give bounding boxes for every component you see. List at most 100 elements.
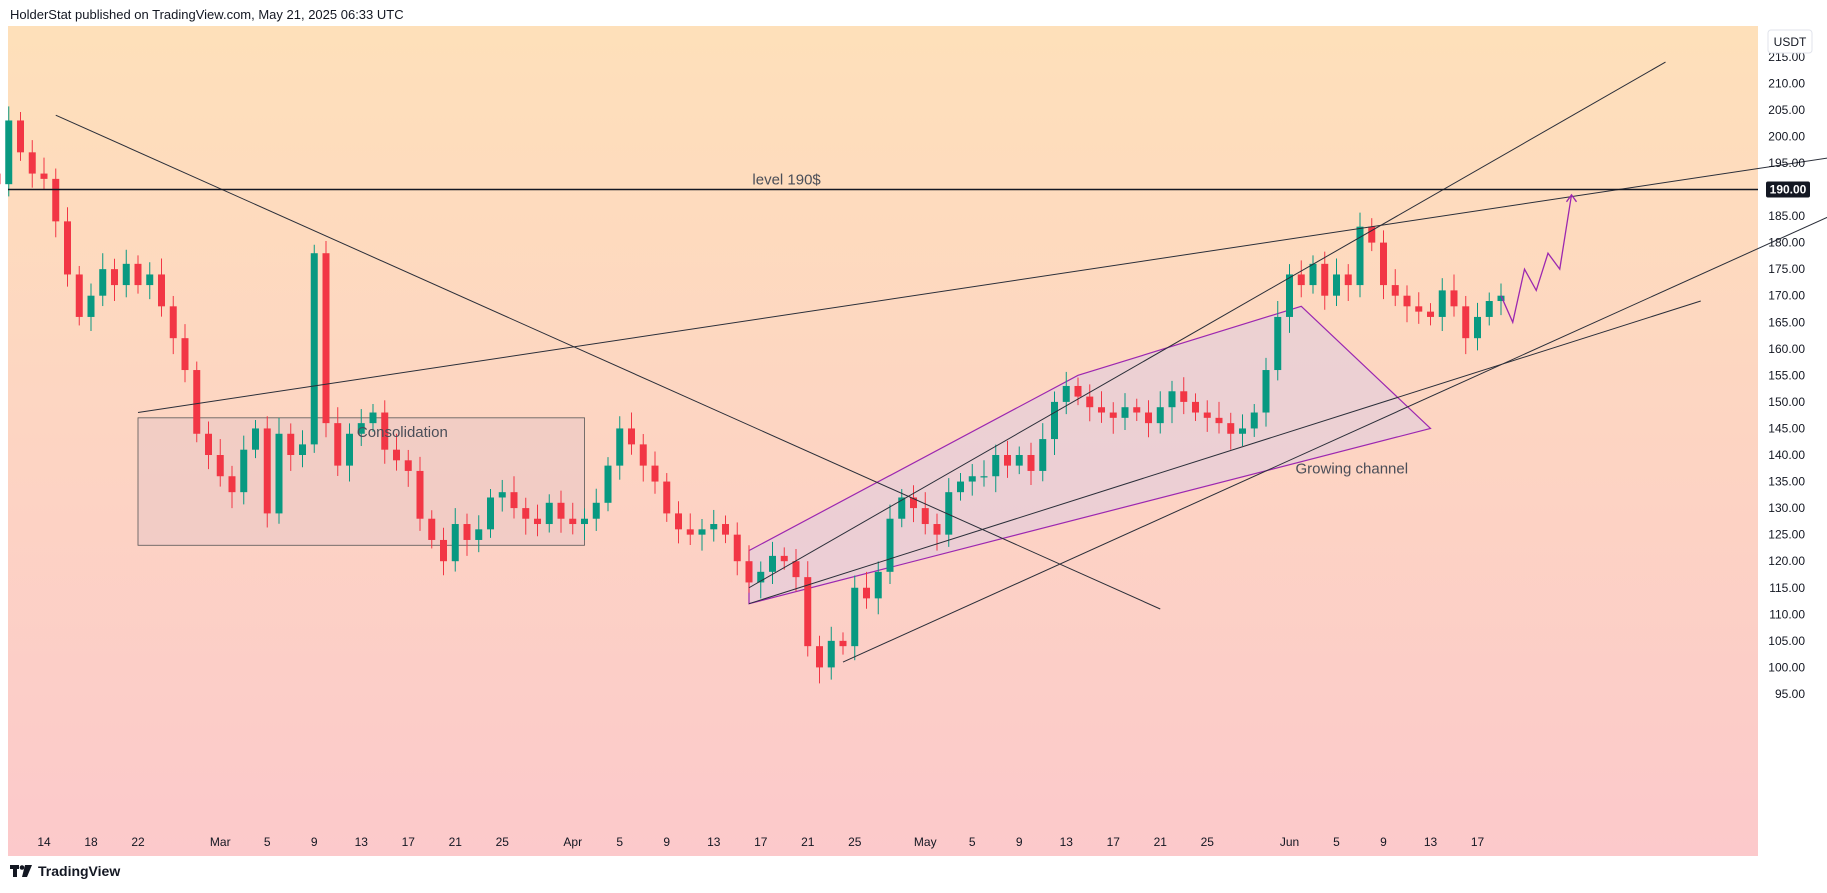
candle-body[interactable] [921,508,929,525]
candle-body[interactable] [1450,290,1458,307]
candle-body[interactable] [216,455,224,477]
candle-body[interactable] [1168,391,1176,408]
tradingview-brand[interactable]: TradingView [10,863,120,879]
candle-body[interactable] [1485,301,1493,317]
candle-body[interactable] [111,269,118,286]
candle-body[interactable] [592,502,600,519]
candle-body[interactable] [851,587,859,647]
candle-body[interactable] [228,476,236,493]
candle-body[interactable] [628,428,635,445]
candle-body[interactable] [1227,423,1235,434]
candle-body[interactable] [1286,274,1293,317]
candle-body[interactable] [1438,290,1446,317]
candle-body[interactable] [1156,407,1164,424]
candle-body[interactable] [287,433,295,455]
candle-body[interactable] [1203,412,1211,418]
candle-body[interactable] [122,263,130,286]
candle-body[interactable] [534,518,541,525]
candle-body[interactable] [40,173,48,179]
candle-body[interactable] [733,534,741,562]
candle-body[interactable] [886,518,894,572]
candle-body[interactable] [99,269,107,296]
candle-body[interactable] [769,555,776,572]
candle-body[interactable] [181,338,189,371]
candle-body[interactable] [816,646,823,668]
candle-body[interactable] [240,449,248,493]
candle-body[interactable] [1086,396,1094,408]
candle-body[interactable] [1333,274,1340,296]
candle-body[interactable] [322,253,330,424]
candle-body[interactable] [158,274,165,307]
candle-body[interactable] [1004,455,1011,466]
candle-body[interactable] [1462,306,1470,339]
candle-body[interactable] [1356,226,1364,286]
candle-body[interactable] [780,555,788,562]
candle-body[interactable] [957,481,964,493]
candle-body[interactable] [604,465,612,503]
candle-body[interactable] [310,253,318,445]
candle-body[interactable] [440,539,447,562]
candle-body[interactable] [722,524,729,535]
candle-body[interactable] [874,571,882,599]
candle-body[interactable] [1427,311,1434,317]
candle-body[interactable] [1274,316,1282,371]
candle-body[interactable] [698,529,706,535]
currency-button[interactable] [1767,29,1813,54]
candle-body[interactable] [205,433,212,455]
candle-body[interactable] [1474,316,1481,339]
candle-body[interactable] [1497,295,1505,302]
candle-body[interactable] [416,470,424,519]
candle-body[interactable] [992,455,1000,477]
candle-body[interactable] [581,518,588,525]
candle-body[interactable] [1015,455,1023,466]
candle-body[interactable] [827,640,835,668]
candle-body[interactable] [5,120,13,185]
candle-body[interactable] [451,524,459,562]
candle-body[interactable] [898,497,906,519]
candle-body[interactable] [498,492,506,498]
candle-body[interactable] [616,428,624,466]
candle-body[interactable] [545,502,553,525]
candle-body[interactable] [1215,417,1223,424]
candle-body[interactable] [651,465,659,482]
candle-body[interactable] [1321,263,1329,296]
candle-body[interactable] [393,449,400,461]
candle-body[interactable] [557,502,565,519]
candle-body[interactable] [1309,263,1317,286]
candle-body[interactable] [28,152,36,174]
candle-body[interactable] [910,497,917,509]
candle-body[interactable] [0,173,1,185]
candle-body[interactable] [487,497,494,530]
candle-body[interactable] [369,412,377,424]
candle-body[interactable] [933,524,941,535]
candle-body[interactable] [1180,391,1188,402]
candle-body[interactable] [263,428,271,514]
candle-body[interactable] [1027,455,1035,471]
trendline-downtrend[interactable] [55,114,1161,610]
candle-body[interactable] [839,640,847,647]
candle-body[interactable] [146,274,154,286]
candle-body[interactable] [1403,295,1411,307]
candle-body[interactable] [1250,412,1258,429]
candle-body[interactable] [193,370,201,434]
candle-body[interactable] [510,492,518,509]
candle-body[interactable] [1391,285,1399,296]
candle-body[interactable] [663,481,671,514]
candle-body[interactable] [64,221,71,275]
candle-body[interactable] [475,529,483,540]
candle-body[interactable] [463,524,471,540]
candle-body[interactable] [252,428,259,450]
candle-body[interactable] [945,492,953,535]
candle-body[interactable] [1262,370,1270,413]
candle-body[interactable] [134,263,142,286]
trendline-upper-resistance[interactable] [137,131,1827,414]
candle-body[interactable] [346,433,353,466]
candle-body[interactable] [1344,274,1352,286]
candle-body[interactable] [169,306,177,339]
candle-body[interactable] [980,476,988,478]
candle-body[interactable] [275,433,283,514]
chart-area[interactable]: level 190$ Consolidation Growing channel 2… [0,26,1827,886]
candle-body[interactable] [1039,439,1047,471]
candle-body[interactable] [17,120,24,153]
trendline-lower-support[interactable] [842,147,1827,663]
